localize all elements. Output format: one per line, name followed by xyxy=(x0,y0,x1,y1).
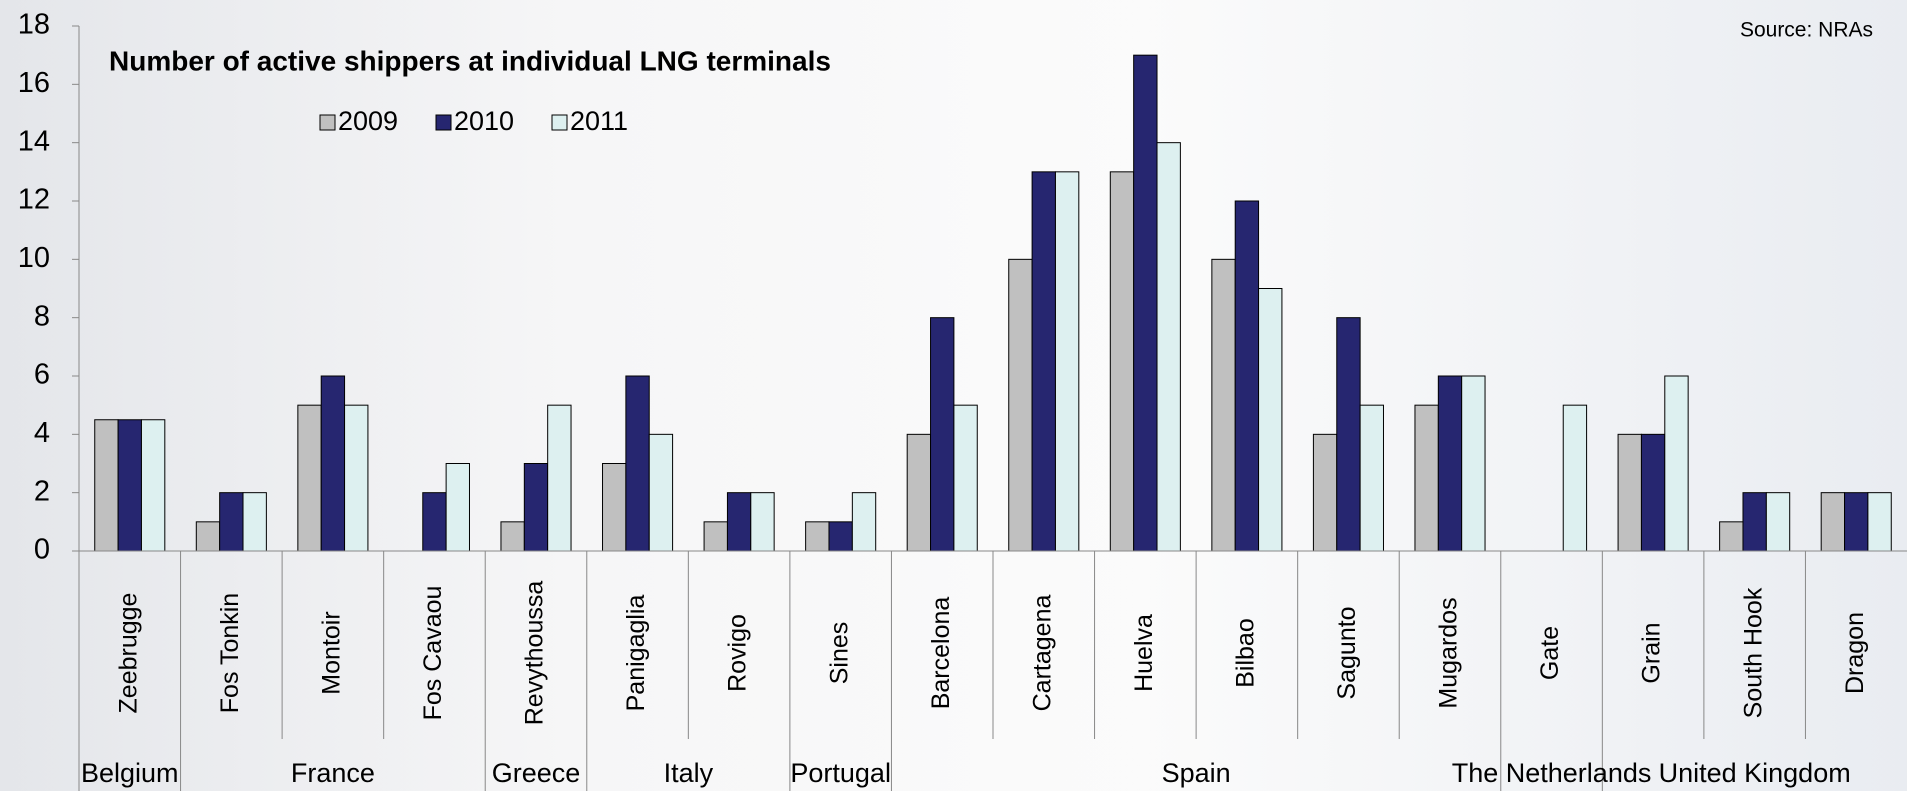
legend-label: 2011 xyxy=(570,106,628,136)
bar xyxy=(1211,258,1236,552)
x-tick-label: Sines xyxy=(825,622,853,685)
bar xyxy=(500,521,525,552)
group-label: The Netherlands xyxy=(1452,758,1652,788)
group-label: Italy xyxy=(664,758,714,788)
bar xyxy=(1133,54,1158,552)
x-tick-label: Mugardos xyxy=(1435,597,1463,708)
bar xyxy=(1336,317,1361,552)
bar xyxy=(1664,375,1689,552)
bar xyxy=(1562,404,1588,552)
x-tick-label: Bilbao xyxy=(1231,618,1259,688)
bar xyxy=(1156,142,1181,552)
bar xyxy=(602,463,627,552)
bar xyxy=(805,521,830,552)
x-tick-label: Fos Tonkin xyxy=(216,593,244,713)
bar xyxy=(1867,492,1892,552)
chart-title: Number of active shippers at individual … xyxy=(109,45,831,76)
bar xyxy=(1640,433,1666,552)
bar xyxy=(851,492,877,552)
bar xyxy=(1820,492,1846,552)
group-label: Greece xyxy=(492,758,581,788)
group-label: Spain xyxy=(1162,758,1231,788)
bar xyxy=(1359,404,1384,552)
bar xyxy=(523,463,549,552)
group-label: Belgium xyxy=(81,758,179,788)
bar xyxy=(1008,258,1033,552)
bar xyxy=(906,433,932,552)
bar xyxy=(1742,492,1767,552)
x-tick-label: Rovigo xyxy=(724,614,752,692)
bar xyxy=(930,317,955,552)
x-tick-label: Gate xyxy=(1536,626,1564,680)
y-tick-label: 18 xyxy=(18,9,50,41)
bar xyxy=(94,419,119,552)
x-tick-label: Sagunto xyxy=(1333,606,1361,699)
bar xyxy=(1719,521,1744,552)
x-tick-label: Revythoussa xyxy=(521,581,549,726)
bar xyxy=(1765,492,1791,552)
legend-swatch xyxy=(435,114,452,131)
legend-label: 2009 xyxy=(338,106,398,136)
bar xyxy=(344,404,369,552)
group-label: France xyxy=(291,758,375,788)
x-tick-label: South Hook xyxy=(1739,587,1767,718)
x-tick-label: Huelva xyxy=(1130,614,1158,692)
bar xyxy=(1617,433,1642,552)
bar xyxy=(1109,171,1135,552)
bar xyxy=(1437,375,1463,552)
bar xyxy=(140,419,166,552)
x-tick-label: Barcelona xyxy=(927,597,955,710)
y-tick-label: 6 xyxy=(34,359,50,391)
bar xyxy=(1258,288,1283,552)
y-tick-label: 14 xyxy=(18,125,50,157)
bar xyxy=(297,404,322,552)
y-tick-label: 2 xyxy=(34,475,50,507)
x-tick-label: Grain xyxy=(1638,622,1666,683)
bar xyxy=(1031,171,1056,552)
legend-label: 2010 xyxy=(454,106,514,136)
y-tick-label: 10 xyxy=(18,242,50,274)
bar xyxy=(422,492,447,552)
x-tick-label: Cartagena xyxy=(1028,595,1056,712)
x-tick-label: Dragon xyxy=(1841,612,1869,694)
bar xyxy=(242,492,267,552)
bar xyxy=(750,492,775,552)
bar xyxy=(320,375,346,552)
legend-swatch xyxy=(551,114,568,131)
x-tick-label: Montoir xyxy=(317,611,345,694)
group-label: United Kingdom xyxy=(1659,758,1851,788)
bar xyxy=(195,521,221,552)
bar xyxy=(953,404,978,552)
bar xyxy=(547,404,572,552)
y-tick-label: 4 xyxy=(34,417,50,449)
x-tick-label: Zeebrugge xyxy=(114,593,142,714)
bar xyxy=(1414,404,1439,552)
bar xyxy=(1461,375,1486,552)
bar xyxy=(625,375,650,552)
bar xyxy=(828,521,853,552)
bar xyxy=(703,521,728,552)
source-note: Source: NRAs xyxy=(1740,19,1873,42)
bar xyxy=(1234,200,1260,552)
bar xyxy=(445,463,470,552)
bar xyxy=(1054,171,1080,552)
bar xyxy=(117,419,142,552)
bar xyxy=(1844,492,1869,552)
y-tick-label: 12 xyxy=(18,184,50,216)
bar xyxy=(726,492,752,552)
bar xyxy=(219,492,244,552)
x-tick-label: Fos Cavaou xyxy=(419,586,447,721)
x-tick-label: Panigaglia xyxy=(622,595,650,712)
group-label: Portugal xyxy=(790,758,891,788)
legend-swatch xyxy=(319,114,336,131)
bar xyxy=(1312,433,1338,552)
y-tick-label: 16 xyxy=(18,67,50,99)
bar xyxy=(648,433,674,552)
y-tick-label: 0 xyxy=(34,534,50,566)
y-tick-label: 8 xyxy=(34,300,50,332)
